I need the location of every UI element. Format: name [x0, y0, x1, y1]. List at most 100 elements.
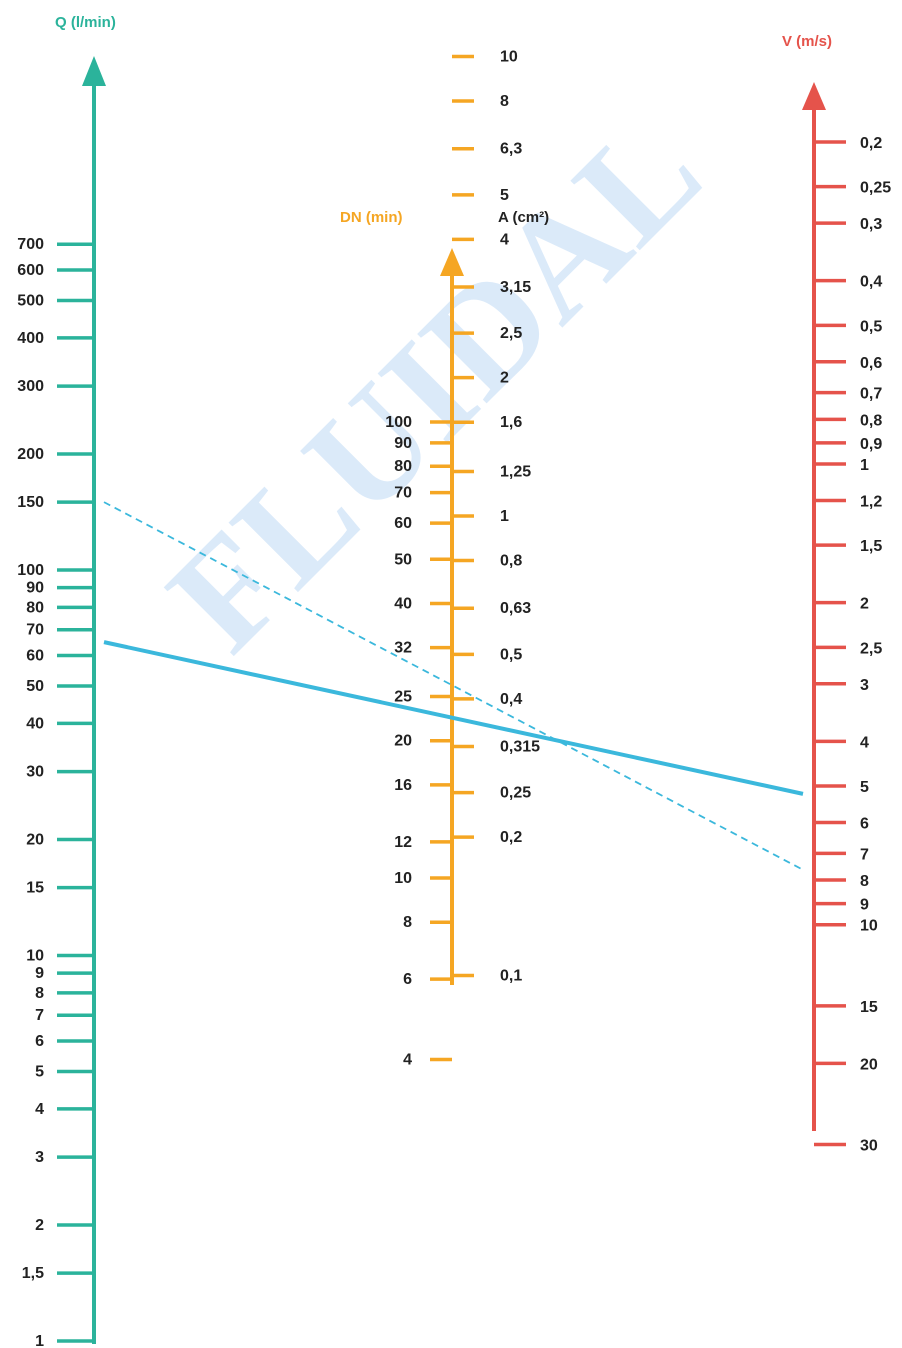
q-axis-tick-label: 15 — [26, 880, 44, 897]
dn-axis-tick-label: 60 — [394, 515, 412, 532]
q-axis-tick-label: 600 — [17, 262, 44, 279]
v-axis-tick-label: 3 — [860, 677, 869, 694]
v-axis-tick-label: 1,2 — [860, 493, 882, 510]
watermark-text: FLUIDAL — [137, 87, 732, 682]
dn-axis-tick-label: 4 — [403, 1051, 412, 1068]
q-axis-tick-label: 20 — [26, 831, 44, 848]
v-axis-tick-label: 1,5 — [860, 538, 882, 555]
v-axis: 0,2 0,25 0,3 0,4 0,5 0,6 0,7 0,8 0,9 1 1,2 1,5 2 2,5 3… — [802, 82, 891, 1155]
dn-axis-title: DN (min) — [340, 209, 403, 226]
a-axis-tick-label: 0,25 — [500, 785, 531, 802]
a-axis-tick-label: 0,2 — [500, 829, 522, 846]
v-axis-tick-label: 1 — [860, 457, 869, 474]
v-axis-tick-label: 0,5 — [860, 318, 882, 335]
q-axis-title: Q (l/min) — [55, 14, 116, 31]
dn-axis-tick-label: 32 — [394, 640, 412, 657]
a-axis-tick-label: 1 — [500, 508, 509, 525]
q-axis-tick-label: 300 — [17, 378, 44, 395]
a-axis-tick-label: 4 — [500, 231, 509, 248]
q-axis-tick-label: 80 — [26, 599, 44, 616]
dn-axis-tick-label: 80 — [394, 458, 412, 475]
a-axis-tick-label: 2,5 — [500, 325, 522, 342]
a-axis-tick-label: 0,5 — [500, 646, 522, 663]
dn-axis-tick-label: 100 — [385, 414, 412, 431]
q-axis-tick-label: 30 — [26, 764, 44, 781]
dn-axis-tick-label: 10 — [394, 870, 412, 887]
dn-axis-tick-label: 16 — [394, 777, 412, 794]
q-axis-tick-label: 10 — [26, 948, 44, 965]
a-axis-title: A (cm²) — [498, 209, 549, 226]
v-axis-tick-label: 0,6 — [860, 355, 882, 372]
q-axis-tick-label: 4 — [35, 1101, 44, 1118]
dn-axis-tick-label: 25 — [394, 689, 412, 706]
q-axis-tick-label: 50 — [26, 678, 44, 695]
v-axis-tick-label: 8 — [860, 873, 869, 890]
dn-axis-tick-label: 40 — [394, 595, 412, 612]
v-axis-tick-label: 2,5 — [860, 640, 882, 657]
a-axis-tick-label: 5 — [500, 187, 509, 204]
dn-axis-tick-label: 8 — [403, 914, 412, 931]
v-axis-tick-label: 0,8 — [860, 412, 882, 429]
q-axis-tick-label: 3 — [35, 1149, 44, 1166]
dn-axis-tick-label: 6 — [403, 971, 412, 988]
v-axis-tick-label: 6 — [860, 815, 869, 832]
a-axis-tick-label: 1,25 — [500, 463, 531, 480]
v-axis-tick-label: 7 — [860, 846, 869, 863]
q-axis-tick-label: 9 — [35, 965, 44, 982]
a-axis-tick-label: 0,8 — [500, 553, 522, 570]
q-axis-tick-label: 1 — [35, 1333, 44, 1348]
q-axis-tick-label: 500 — [17, 293, 44, 310]
dn-axis-tick-label: 90 — [394, 435, 412, 452]
q-axis-tick-label: 6 — [35, 1033, 44, 1050]
dn-axis-arrow — [440, 248, 464, 276]
q-axis-tick-label: 60 — [26, 648, 44, 665]
v-axis-tick-label: 5 — [860, 779, 869, 796]
q-axis-tick-label: 90 — [26, 580, 44, 597]
v-axis-tick-label: 30 — [860, 1138, 878, 1155]
q-axis-arrow — [82, 56, 106, 86]
v-axis-tick-label: 10 — [860, 918, 878, 935]
q-axis-tick-label: 5 — [35, 1064, 44, 1081]
q-axis-tick-label: 150 — [17, 494, 44, 511]
q-axis-tick-label: 40 — [26, 715, 44, 732]
a-axis-tick-label: 0,315 — [500, 739, 540, 756]
v-axis-tick-label: 0,25 — [860, 180, 891, 197]
example-lines — [103, 501, 804, 871]
v-axis-tick-label: 20 — [860, 1056, 878, 1073]
q-axis-tick-label: 1,5 — [22, 1265, 44, 1282]
dn-axis-tick-label: 20 — [394, 733, 412, 750]
a-axis-tick-label: 0,4 — [500, 691, 522, 708]
q-axis-tick-label: 200 — [17, 446, 44, 463]
q-axis-tick-label: 100 — [17, 562, 44, 579]
dn-axis-tick-label: 12 — [394, 834, 412, 851]
q-axis-tick-label: 8 — [35, 985, 44, 1002]
dn-axis-tick-label: 50 — [394, 551, 412, 568]
q-axis-tick-label: 700 — [17, 236, 44, 253]
a-axis-tick-label: 0,1 — [500, 968, 522, 985]
v-axis-tick-label: 4 — [860, 734, 869, 751]
q-axis-tick-label: 7 — [35, 1007, 44, 1024]
a-axis-tick-label: 0,63 — [500, 600, 531, 617]
q-axis-tick-label: 70 — [26, 622, 44, 639]
v-axis-tick-label: 15 — [860, 999, 878, 1016]
v-axis-tick-label: 0,7 — [860, 386, 882, 403]
v-axis-tick-label: 0,4 — [860, 274, 882, 291]
v-axis-title: V (m/s) — [782, 33, 832, 50]
a-axis-tick-label: 1,6 — [500, 414, 522, 431]
a-axis-tick-label: 6,3 — [500, 141, 522, 158]
a-axis-tick-label: 8 — [500, 93, 509, 110]
v-axis-tick-label: 9 — [860, 897, 869, 914]
v-axis-tick-label: 0,2 — [860, 135, 882, 152]
v-axis-tick-label: 2 — [860, 596, 869, 613]
dn-axis: 4 6 8 10 12 16 20 25 32 40 50 60 70 80 90 100 0,1 0,2 0,25… — [385, 49, 540, 1069]
dn-axis-tick-label: 70 — [394, 485, 412, 502]
v-axis-tick-label: 0,9 — [860, 436, 882, 453]
q-axis-tick-label: 2 — [35, 1217, 44, 1234]
a-axis-tick-label: 3,15 — [500, 279, 531, 296]
v-axis-arrow — [802, 82, 826, 110]
example-line-solid — [103, 640, 804, 796]
a-axis-tick-label: 10 — [500, 49, 518, 66]
q-axis-tick-label: 400 — [17, 330, 44, 347]
